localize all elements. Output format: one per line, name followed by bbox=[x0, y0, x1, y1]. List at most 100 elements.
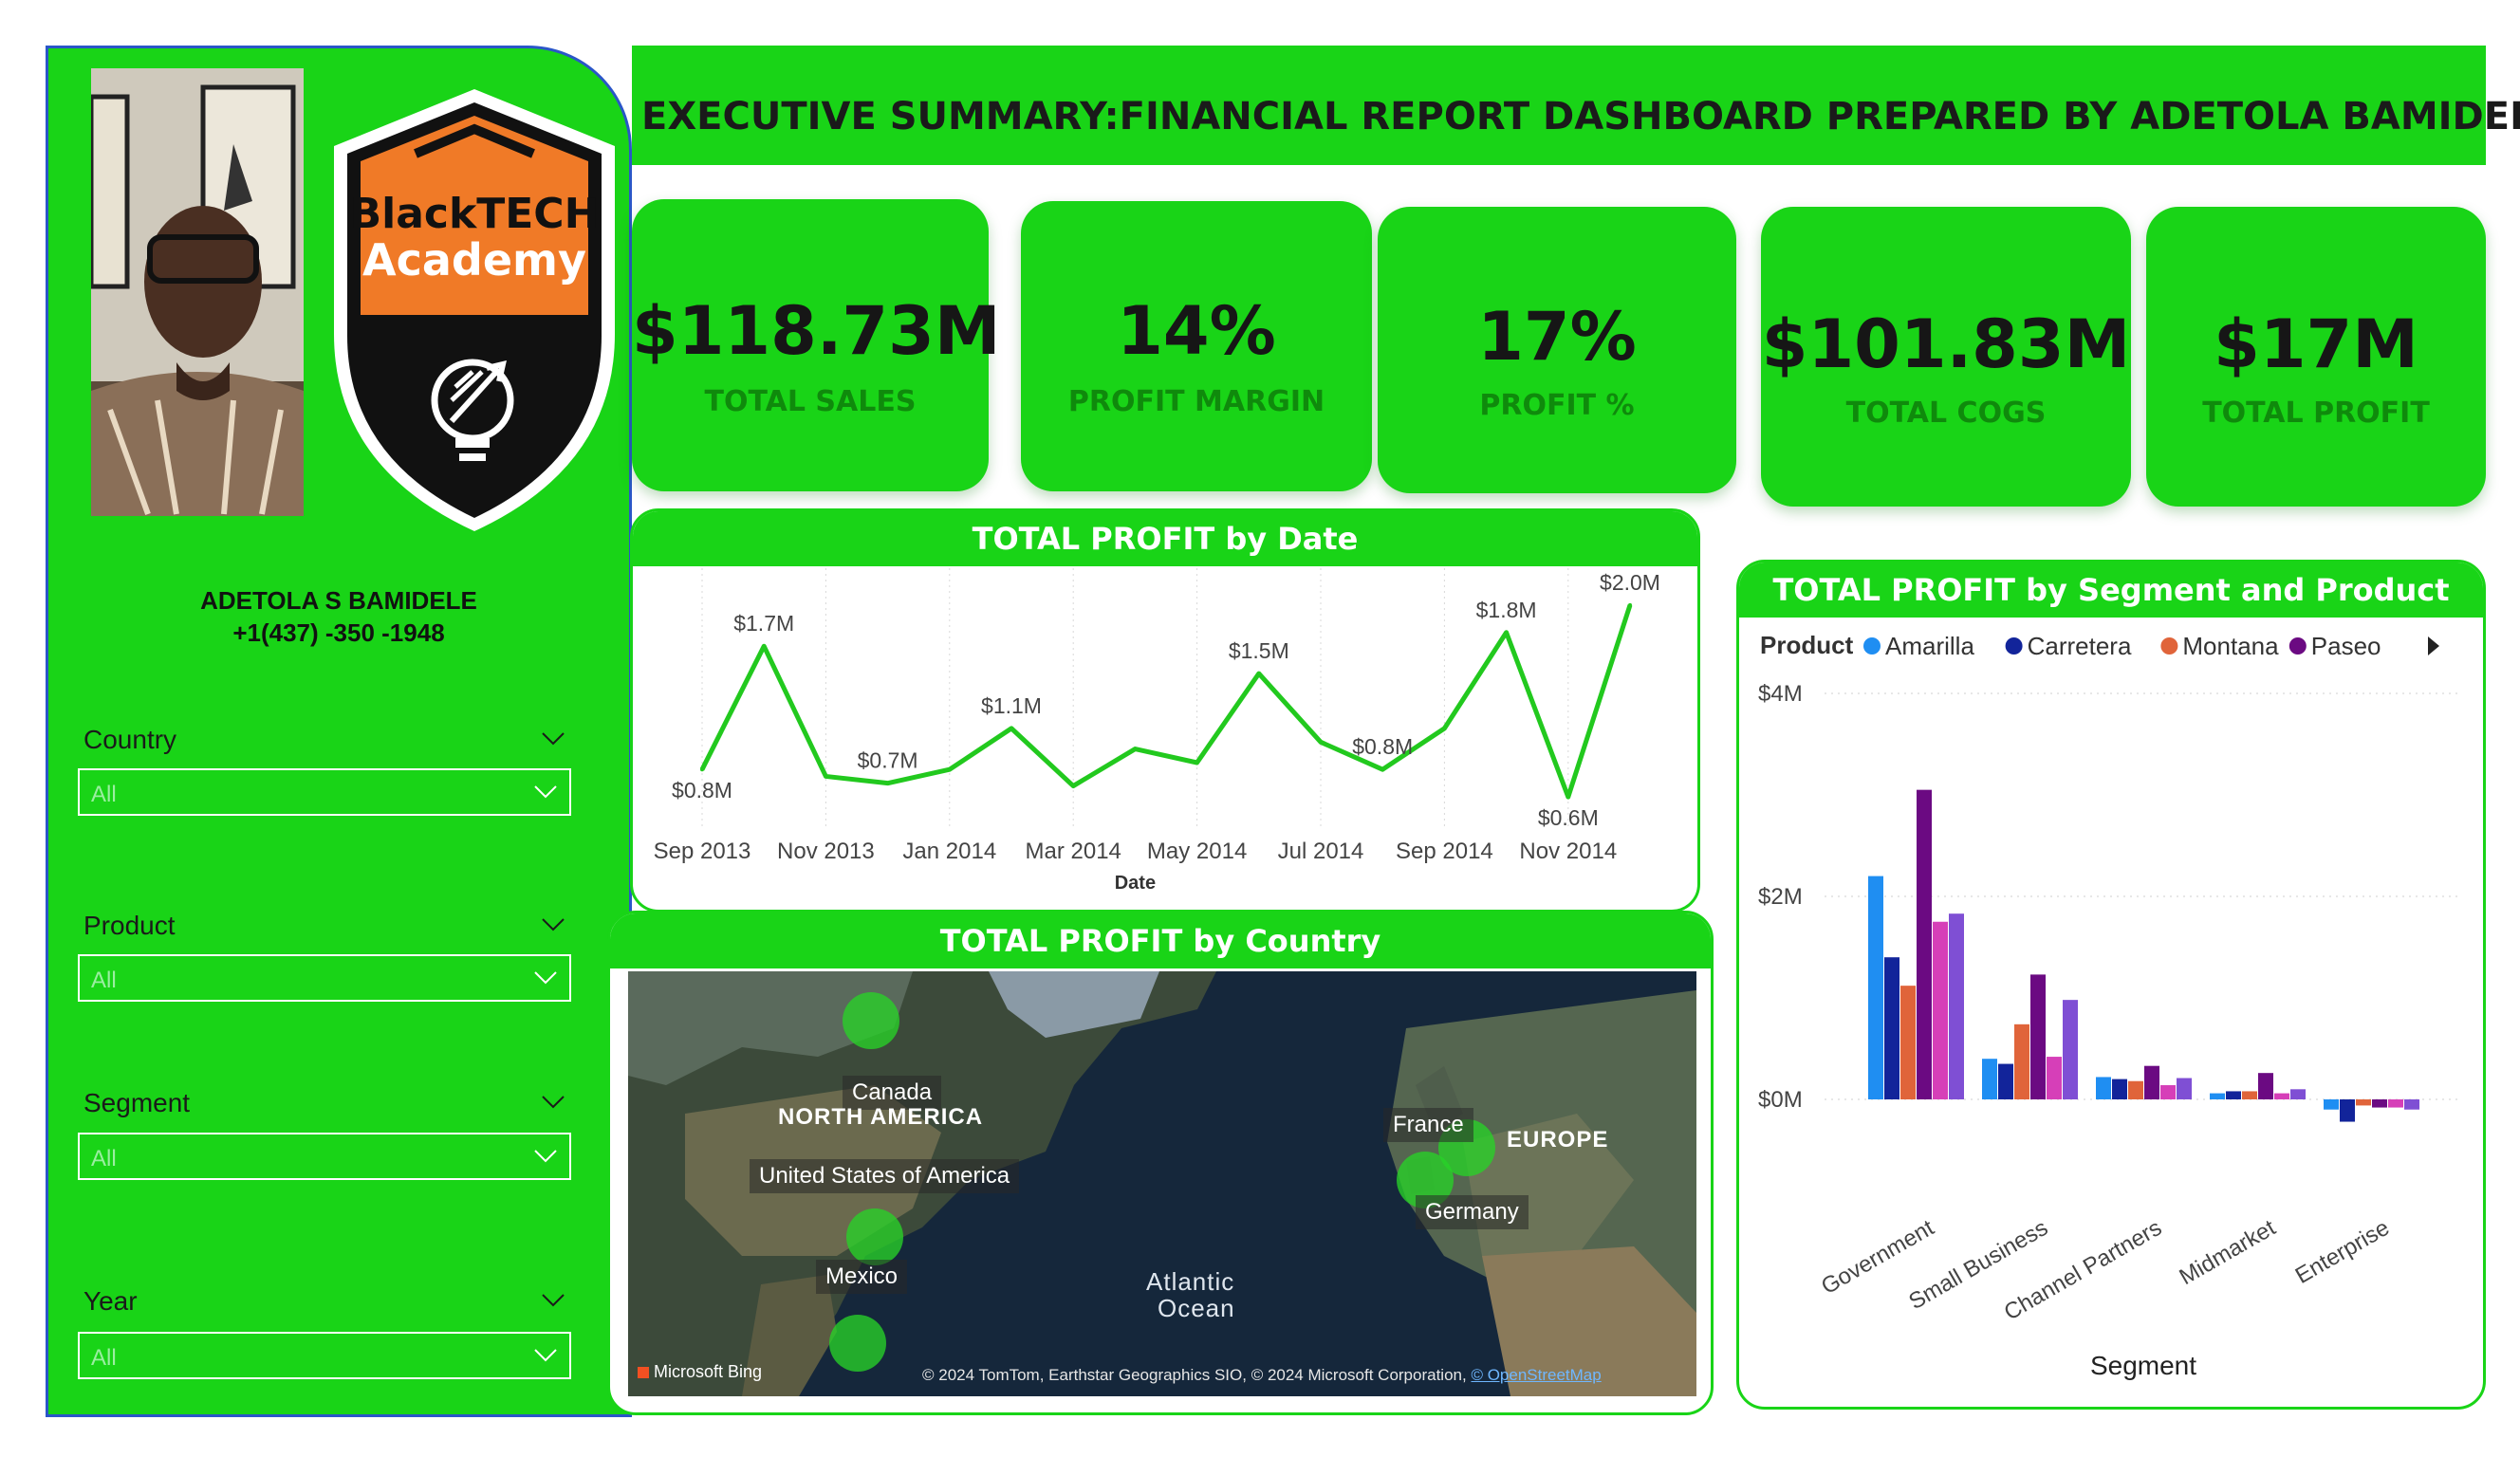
x-tick-label: Jan 2014 bbox=[902, 839, 996, 864]
bar bbox=[2096, 1077, 2111, 1099]
x-tick-label: Midmarket bbox=[2175, 1215, 2280, 1291]
bar bbox=[2177, 1078, 2192, 1099]
bar bbox=[2258, 1073, 2273, 1099]
map-attribution-text: © 2024 TomTom, Earthstar Geographics SIO… bbox=[922, 1366, 1467, 1384]
chevron-down-icon bbox=[534, 785, 557, 799]
profile-photo bbox=[91, 68, 304, 516]
bar bbox=[2128, 1080, 2143, 1099]
legend-marker bbox=[2288, 637, 2307, 655]
x-tick-label: Mar 2014 bbox=[1026, 839, 1121, 864]
x-tick-label: Nov 2013 bbox=[777, 839, 875, 864]
kpi-profit-percent: 17% PROFIT % bbox=[1378, 207, 1736, 493]
bar bbox=[2047, 1057, 2062, 1099]
x-axis-title: Date bbox=[1115, 873, 1156, 894]
profit-by-segment-chart[interactable]: Product Amarilla Carretera Montana Paseo $0M $… bbox=[1739, 563, 2483, 1407]
y-tick-label: $4M bbox=[1758, 681, 1803, 707]
segment-dropdown[interactable]: All bbox=[78, 1133, 571, 1180]
data-label: $1.5M bbox=[1229, 638, 1289, 663]
year-dropdown[interactable]: All bbox=[78, 1332, 571, 1379]
line-point bbox=[947, 767, 952, 772]
map-attribution: © 2024 TomTom, Earthstar Geographics SIO… bbox=[922, 1366, 1602, 1385]
kpi-value: $101.83M bbox=[1761, 305, 2131, 383]
data-label: $0.8M bbox=[672, 778, 732, 802]
bar bbox=[1998, 1063, 2013, 1099]
bar bbox=[2340, 1099, 2355, 1122]
year-dropdown-value: All bbox=[91, 1345, 117, 1371]
data-label: $1.8M bbox=[1476, 598, 1537, 622]
country-dropdown-value: All bbox=[91, 782, 117, 807]
map-region-europe: EUROPE bbox=[1507, 1127, 1609, 1153]
x-axis-title: Segment bbox=[2090, 1351, 2196, 1380]
product-slicer-label: Product bbox=[83, 911, 176, 940]
y-tick-label: $0M bbox=[1758, 1087, 1803, 1113]
x-tick-label: May 2014 bbox=[1147, 839, 1247, 864]
profit-line bbox=[699, 604, 1633, 800]
blacktech-academy-logo: BlackTECH Academy bbox=[330, 87, 619, 533]
bubble-mexico[interactable] bbox=[829, 1315, 886, 1372]
segment-dropdown-value: All bbox=[91, 1146, 117, 1171]
legend-item: Paseo bbox=[2311, 632, 2381, 660]
kpi-total-sales: $118.73M TOTAL SALES bbox=[632, 199, 1001, 491]
country-slicer-label: Country bbox=[83, 725, 177, 754]
kpi-label: PROFIT % bbox=[1479, 389, 1635, 422]
data-label: $0.8M bbox=[1352, 734, 1413, 759]
bar bbox=[2160, 1085, 2176, 1099]
line-point bbox=[1071, 784, 1076, 788]
kpi-profit-margin: 14% PROFIT MARGIN bbox=[1021, 201, 1372, 491]
profit-by-segment-title: TOTAL PROFIT by Segment and Product bbox=[1739, 563, 2483, 618]
chevron-down-icon bbox=[534, 1349, 557, 1362]
line-point bbox=[1256, 672, 1261, 676]
profit-by-segment-card: TOTAL PROFIT by Segment and Product Prod… bbox=[1736, 560, 2486, 1410]
x-tick-label: Sep 2014 bbox=[1396, 839, 1493, 864]
svg-text:Academy: Academy bbox=[362, 234, 586, 286]
bubble-usa[interactable] bbox=[846, 1208, 903, 1265]
bar bbox=[2014, 1024, 2029, 1099]
kpi-value: 14% bbox=[1117, 292, 1276, 370]
map-label-germany: Germany bbox=[1416, 1195, 1529, 1229]
contact-name: ADETOLA S BAMIDELE bbox=[200, 586, 477, 615]
bar bbox=[2404, 1099, 2419, 1110]
bar bbox=[1949, 913, 1964, 1099]
year-slicer-label: Year bbox=[83, 1286, 138, 1316]
map-label-usa: United States of America bbox=[750, 1159, 1020, 1193]
profit-by-date-chart[interactable]: $0.8M $1.7M $0.7M $1.1M $1.5M $0.8M $1.8M $0.6M… bbox=[633, 511, 1697, 910]
legend-item: Amarilla bbox=[1885, 632, 1974, 660]
kpi-value: $17M bbox=[2214, 305, 2418, 383]
title-bar bbox=[632, 46, 2486, 165]
chevron-down-icon[interactable] bbox=[541, 916, 565, 933]
chevron-down-icon bbox=[534, 971, 557, 985]
bar bbox=[1868, 876, 1883, 1099]
chevron-down-icon[interactable] bbox=[541, 1094, 565, 1111]
line-point bbox=[1442, 726, 1447, 730]
line-point bbox=[700, 767, 704, 772]
bar bbox=[2242, 1091, 2257, 1099]
line-point bbox=[1380, 767, 1385, 772]
line-point bbox=[1010, 726, 1013, 730]
line-point bbox=[1319, 740, 1323, 745]
bar bbox=[2112, 1079, 2127, 1099]
bar bbox=[1982, 1059, 1997, 1099]
legend-item: Carretera bbox=[2028, 632, 2132, 660]
bar bbox=[1884, 957, 1899, 1099]
bubble-canada[interactable] bbox=[843, 992, 899, 1049]
bar bbox=[2030, 974, 2046, 1099]
bar bbox=[1933, 921, 1948, 1099]
microsoft-logo-icon bbox=[638, 1367, 649, 1379]
product-dropdown[interactable]: All bbox=[78, 954, 571, 1002]
chevron-down-icon[interactable] bbox=[541, 1292, 565, 1309]
chevron-down-icon[interactable] bbox=[541, 730, 565, 747]
line-point bbox=[1133, 747, 1138, 751]
map-label-mexico: Mexico bbox=[816, 1260, 908, 1294]
map-provider-text: Microsoft Bing bbox=[654, 1362, 763, 1381]
x-tick-label: Nov 2014 bbox=[1519, 839, 1617, 864]
kpi-total-profit: $17M TOTAL PROFIT bbox=[2146, 207, 2486, 507]
kpi-value: $118.73M bbox=[632, 292, 1001, 370]
data-label: $0.6M bbox=[1538, 805, 1599, 830]
map-region-atlantic-line1: Atlantic bbox=[1146, 1267, 1235, 1296]
kpi-label: TOTAL SALES bbox=[704, 385, 917, 418]
data-label: $0.7M bbox=[858, 748, 918, 773]
profit-by-country-map[interactable]: Canada NORTH AMERICA United States of Am… bbox=[628, 971, 1696, 1396]
country-dropdown[interactable]: All bbox=[78, 768, 571, 816]
openstreetmap-link[interactable]: © OpenStreetMap bbox=[1471, 1366, 1602, 1384]
line-point bbox=[762, 644, 767, 649]
